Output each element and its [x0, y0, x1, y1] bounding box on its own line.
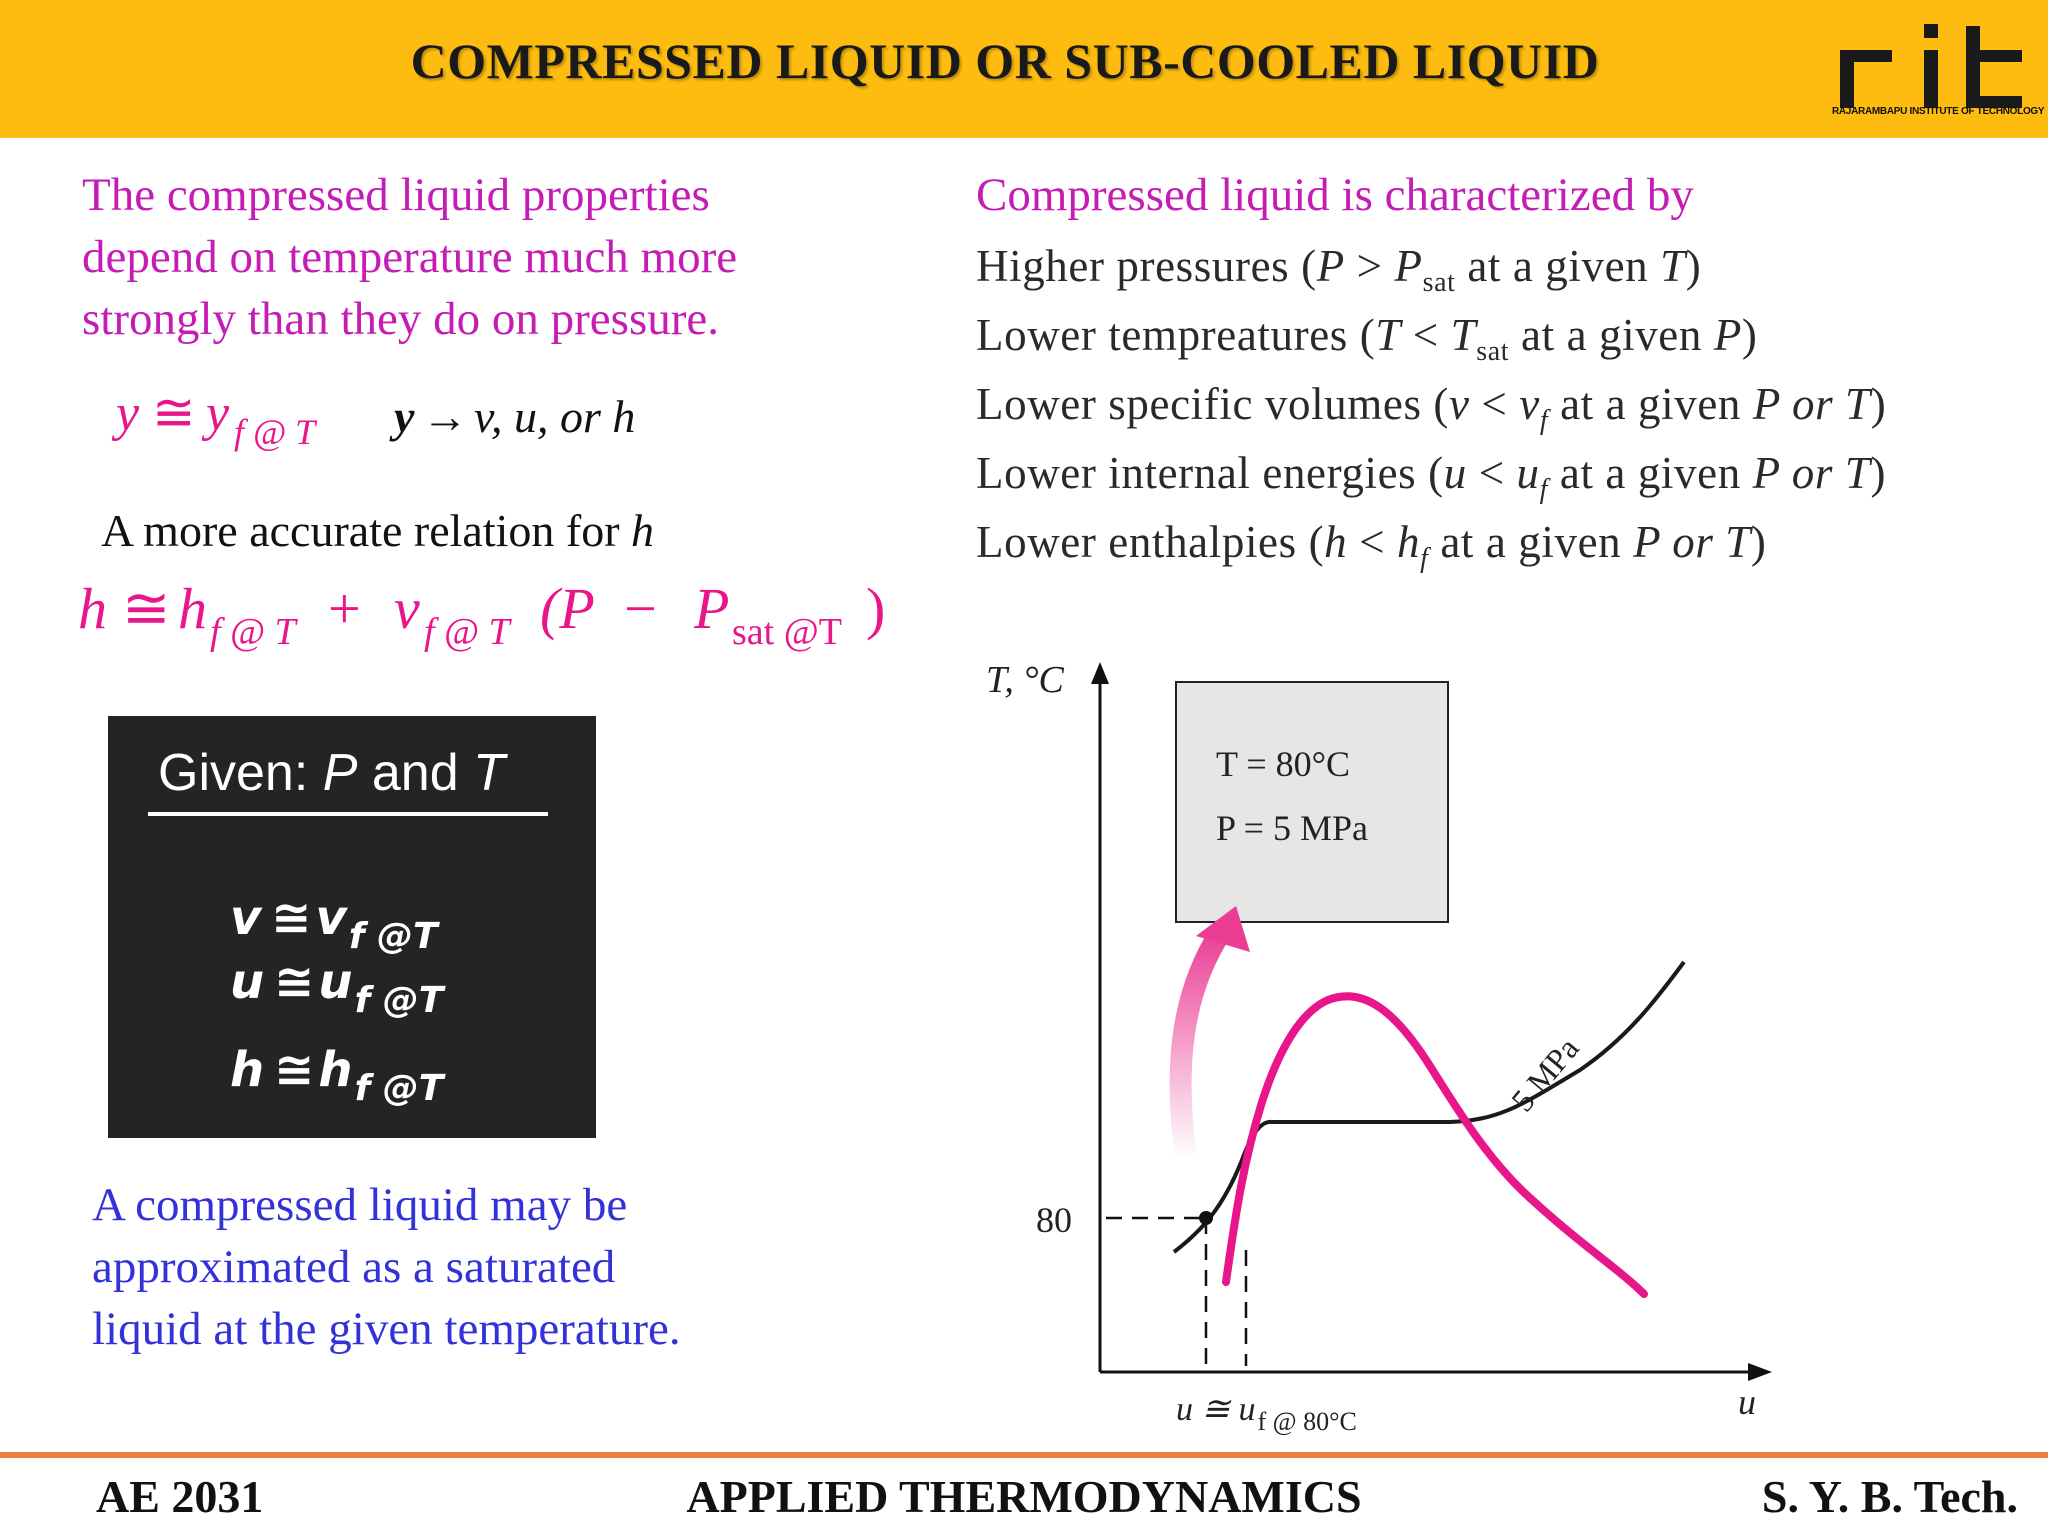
characterized-title: Compressed liquid is characterized by: [976, 169, 1694, 221]
svg-text:(P: (P: [540, 576, 595, 641]
approximation-note: A compressed liquid may be approximated …: [92, 1179, 681, 1355]
svg-text:sat @T: sat @T: [732, 611, 842, 653]
svg-text:f @ T: f @ T: [424, 611, 513, 653]
given-row-h: h ≅hf @T: [230, 1042, 446, 1109]
tick-label-80: 80: [1036, 1200, 1072, 1240]
class-name: S. Y. B. Tech.: [1761, 1471, 2018, 1522]
state-point: [1199, 1211, 1213, 1225]
given-underline: [148, 812, 548, 816]
svg-text:f @ T: f @ T: [210, 611, 299, 653]
char-item-temperature: Lower tempreatures (T < Tsat at a given …: [976, 310, 1758, 367]
char-item-volume: Lower specific volumes (v < vf at a give…: [976, 379, 1887, 436]
svg-text:+: +: [328, 576, 361, 641]
t-u-diagram: T, °C u T = 80°C P = 5 MPa 5 MPa 80 u ≅ …: [986, 659, 1772, 1436]
state-box: [1175, 681, 1449, 923]
rit-logo: [1840, 24, 2022, 108]
given-title: Given: P and T: [158, 744, 508, 802]
intro-text: The compressed liquid properties depend …: [82, 169, 738, 345]
approx-rhs-sub: f @ T: [234, 412, 318, 452]
given-row-u: u ≅uf @T: [230, 954, 446, 1021]
saturation-dome: [1222, 992, 1648, 1298]
h-formula: h ≅ h f @ T + v f @ T (P − P sat @T ): [78, 576, 885, 653]
svg-text:P: P: [693, 576, 729, 641]
slide-title: COMPRESSED LIQUID OR SUB-COOLED LIQUID: [410, 33, 1600, 89]
footer-divider: [0, 1452, 2048, 1458]
arrow-symbol: →: [422, 391, 468, 442]
state-box-temperature: T = 80°C: [1216, 744, 1350, 784]
given-box-content: Given: P and T v ≅vf @T u ≅uf @T h ≅hf @T: [148, 744, 548, 1109]
y-axis-arrowhead: [1091, 662, 1109, 684]
char-item-enthalpy: Lower enthalpies (h < hf at a given P or…: [976, 517, 1767, 574]
given-row-v: v ≅vf @T: [230, 890, 440, 957]
curved-arrow-icon: [1169, 919, 1233, 1169]
given-box: Given: P and T v ≅vf @T u ≅uf @T h ≅hf @T: [108, 716, 596, 1138]
accurate-relation-label: A more accurate relation for h: [101, 505, 655, 556]
approx-lhs: y: [111, 385, 140, 442]
isobar-5mpa: [1172, 960, 1686, 1254]
y-symbol: y: [389, 391, 415, 442]
y-list: v, u, or h: [474, 391, 635, 442]
characteristics-list: Higher pressures (P > Psat at a given T)…: [976, 240, 2016, 585]
approx-sign: ≅: [152, 385, 196, 442]
header-bar: COMPRESSED LIQUID OR SUB-COOLED LIQUID R…: [0, 0, 2048, 138]
svg-text:): ): [866, 576, 885, 641]
char-item-internal-energy: Lower internal energies (u < uf at a giv…: [976, 448, 1887, 505]
svg-text:≅: ≅: [122, 576, 171, 641]
approx-formulas: y ≅ y f @ T y → v, u, or h: [111, 385, 635, 452]
course-code: AE 2031: [96, 1471, 264, 1522]
svg-text:h: h: [78, 576, 107, 641]
x-axis-arrowhead: [1748, 1363, 1772, 1381]
curved-arrow-head-icon: [1196, 906, 1250, 952]
char-item-pressure: Higher pressures (P > Psat at a given T): [976, 241, 1702, 298]
y-axis-label: T, °C: [986, 659, 1065, 701]
x-axis-label: u: [1738, 1382, 1756, 1422]
course-name: APPLIED THERMODYNAMICS: [686, 1471, 1362, 1522]
logo-caption: RAJARAMBAPU INSTITUTE OF TECHNOLOGY: [1832, 106, 2045, 117]
svg-text:−: −: [624, 576, 657, 641]
x-marker-label: u ≅ uf @ 80°C: [1176, 1391, 1357, 1436]
svg-text:v: v: [394, 576, 420, 641]
svg-text:h: h: [178, 576, 207, 641]
state-box-pressure: P = 5 MPa: [1216, 808, 1368, 848]
approx-rhs: y: [201, 385, 230, 442]
